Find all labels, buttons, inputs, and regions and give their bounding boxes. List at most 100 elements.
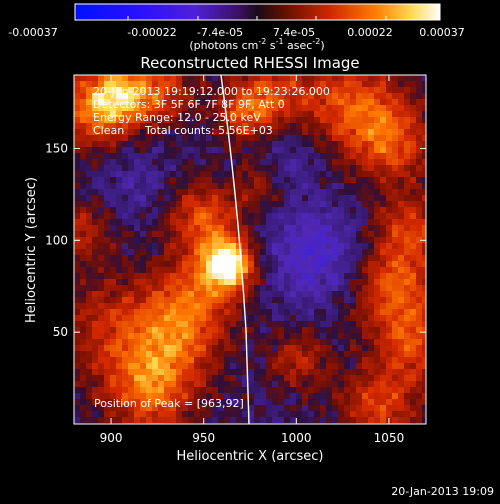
heatmap-cell [104, 375, 111, 382]
heatmap-cell [158, 141, 165, 148]
heatmap-cell [290, 111, 297, 118]
heatmap-cell [128, 177, 135, 184]
heatmap-cell [206, 195, 213, 202]
heatmap-cell [302, 351, 309, 358]
heatmap-cell [350, 93, 357, 100]
heatmap-cell [302, 75, 309, 82]
heatmap-cell [236, 303, 243, 310]
heatmap-cell [266, 249, 273, 256]
heatmap-cell [80, 171, 87, 178]
heatmap-cell [86, 201, 93, 208]
heatmap-cell [134, 141, 141, 148]
heatmap-cell [134, 387, 141, 394]
heatmap-cell [284, 243, 291, 250]
heatmap-cell [146, 321, 153, 328]
heatmap-cell [272, 405, 279, 412]
heatmap-cell [188, 153, 195, 160]
heatmap-cell [296, 345, 303, 352]
heatmap-cell [332, 201, 339, 208]
heatmap-cell [212, 279, 219, 286]
heatmap-cell [236, 75, 243, 82]
heatmap-cell [392, 153, 399, 160]
heatmap-cell [182, 183, 189, 190]
heatmap-cell [98, 249, 105, 256]
heatmap-cell [314, 327, 321, 334]
heatmap-cell [386, 321, 393, 328]
heatmap-cell [410, 333, 417, 340]
heatmap-cell [128, 411, 135, 418]
heatmap-cell [416, 111, 423, 118]
heatmap-cell [272, 315, 279, 322]
heatmap-cell [404, 339, 411, 346]
heatmap-cell [182, 327, 189, 334]
heatmap-cell [248, 417, 255, 424]
heatmap-cell [110, 351, 117, 358]
heatmap-cell [410, 93, 417, 100]
heatmap-cell [188, 111, 195, 118]
heatmap-cell [86, 291, 93, 298]
heatmap-cell [320, 99, 327, 106]
heatmap-cell [170, 357, 177, 364]
heatmap-cell [146, 387, 153, 394]
heatmap-cell [404, 333, 411, 340]
heatmap-cell [368, 171, 375, 178]
heatmap-cell [116, 135, 123, 142]
heatmap-cell [332, 411, 339, 418]
heatmap-cell [212, 339, 219, 346]
heatmap-cell [212, 387, 219, 394]
heatmap-cell [416, 261, 423, 268]
heatmap-cell [386, 381, 393, 388]
heatmap-cell [272, 333, 279, 340]
heatmap-cell [104, 141, 111, 148]
heatmap-cell [116, 165, 123, 172]
heatmap-cell [416, 123, 423, 130]
heatmap-cell [338, 339, 345, 346]
heatmap-cell [260, 393, 267, 400]
heatmap-cell [146, 285, 153, 292]
heatmap-cell [224, 363, 231, 370]
heatmap-cell [374, 261, 381, 268]
heatmap-cell [110, 279, 117, 286]
heatmap-cell [368, 273, 375, 280]
heatmap-cell [212, 375, 219, 382]
heatmap-cell [212, 345, 219, 352]
heatmap-cell [98, 147, 105, 154]
heatmap-cell [290, 297, 297, 304]
heatmap-cell [308, 153, 315, 160]
heatmap-cell [122, 99, 129, 106]
heatmap-cell [398, 123, 405, 130]
heatmap-cell [152, 189, 159, 196]
heatmap-cell [296, 339, 303, 346]
heatmap-cell [272, 195, 279, 202]
heatmap-cell [170, 345, 177, 352]
heatmap-cell [98, 153, 105, 160]
heatmap-cell [128, 369, 135, 376]
heatmap-cell [254, 267, 261, 274]
heatmap-cell [182, 165, 189, 172]
heatmap-cell [182, 249, 189, 256]
heatmap-cell [134, 399, 141, 406]
heatmap-cell [140, 183, 147, 190]
heatmap-cell [380, 351, 387, 358]
heatmap-cell [122, 189, 129, 196]
heatmap-cell [110, 303, 117, 310]
heatmap-cell [392, 279, 399, 286]
heatmap-cell [368, 159, 375, 166]
heatmap-cell [170, 411, 177, 418]
heatmap-cell [110, 183, 117, 190]
heatmap-cell [290, 327, 297, 334]
heatmap-cell [218, 99, 225, 106]
heatmap-cell [164, 87, 171, 94]
heatmap-cell [248, 351, 255, 358]
heatmap-cell [320, 171, 327, 178]
heatmap-cell [134, 129, 141, 136]
heatmap-cell [254, 195, 261, 202]
heatmap-cell [332, 363, 339, 370]
heatmap-cell [104, 291, 111, 298]
heatmap-cell [290, 147, 297, 154]
heatmap-cell [356, 153, 363, 160]
heatmap-cell [104, 183, 111, 190]
heatmap-cell [212, 219, 219, 226]
heatmap-cell [158, 189, 165, 196]
heatmap-cell [344, 87, 351, 94]
